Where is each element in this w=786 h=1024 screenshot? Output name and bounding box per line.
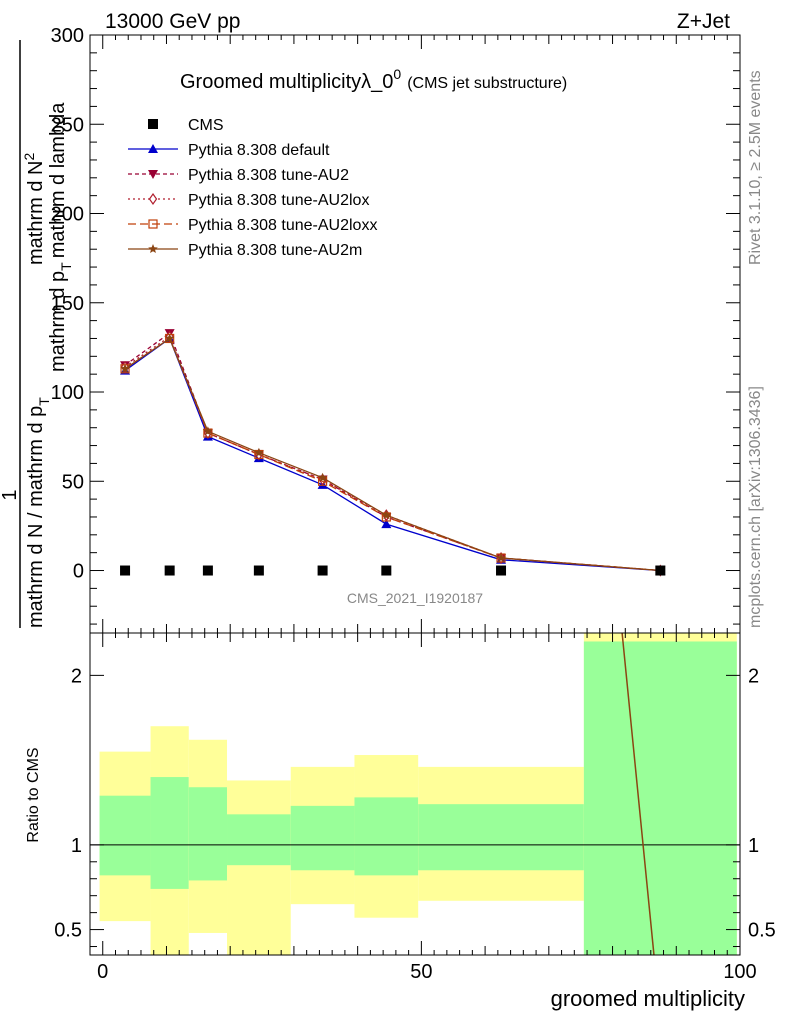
ratio-band-green — [583, 641, 737, 955]
cms-point — [202, 565, 213, 576]
y-label-numerator: mathrm d N2 — [21, 153, 47, 265]
legend-item: CMS — [148, 117, 224, 134]
ratio-band-green — [290, 805, 355, 871]
legend-label: Pythia 8.308 tune-AU2loxx — [188, 217, 377, 234]
cms-point — [381, 565, 392, 576]
marker — [120, 363, 130, 373]
ratio-band-green — [227, 814, 291, 866]
legend-label: Pythia 8.308 tune-AU2lox — [188, 192, 369, 209]
series-line — [124, 335, 661, 572]
analysis-watermark: CMS_2021_I1920187 — [347, 590, 483, 606]
header-right: Z+Jet — [677, 10, 730, 33]
main-panel: 0 50 100 150 200 250 300 CMS_2021_I1920187 — [51, 25, 741, 634]
marker — [496, 553, 506, 563]
x-tick-label: 0 — [97, 961, 108, 983]
ratio-y-tick-label-right: 1 — [748, 835, 759, 857]
x-axis-label: groomed multiplicity — [551, 986, 745, 1011]
ratio-ticks — [90, 633, 741, 955]
ratio-y-label: Ratio to CMS — [25, 747, 42, 842]
series-4 — [120, 333, 666, 575]
y-label-inner: mathrm d pTmathrm d lambda — [47, 102, 74, 372]
main-y-tick-label: 100 — [51, 382, 84, 404]
legend-item: Pythia 8.308 tune-AU2loxx — [128, 217, 377, 234]
main-y-tick-label: 150 — [51, 293, 84, 315]
marker — [148, 219, 158, 229]
ratio-band-green — [188, 787, 228, 881]
cms-point — [120, 565, 131, 576]
svg-text:1: 1 — [0, 489, 21, 500]
main-y-tick-labels: 0 50 100 150 200 250 300 — [51, 25, 84, 583]
cms-point — [253, 565, 264, 576]
header-left: 13000 GeV pp — [105, 10, 240, 33]
ratio-band-yellow — [227, 780, 291, 955]
main-y-tick-label: 50 — [62, 471, 84, 493]
legend-item: Pythia 8.308 tune-AU2 — [128, 167, 349, 184]
cms-data-points — [120, 565, 666, 576]
ratio-y-tick-label: 2 — [71, 665, 82, 687]
main-y-tick-label: 0 — [73, 561, 84, 583]
series-line — [124, 332, 661, 572]
legend-label: CMS — [188, 117, 224, 134]
ratio-series-line — [621, 632, 655, 956]
legend-item: Pythia 8.308 tune-AU2lox — [128, 192, 369, 209]
ratio-y-tick-labels: 0.5 0.5 1 1 2 2 — [54, 665, 776, 941]
ratio-band-green — [354, 797, 419, 876]
marker — [148, 192, 158, 206]
series-2 — [120, 330, 665, 577]
marker — [381, 519, 392, 529]
marker — [203, 426, 213, 436]
marker — [254, 447, 264, 457]
ratio-y-tick-label-right: 0.5 — [748, 920, 776, 942]
legend-label: Pythia 8.308 tune-AU2m — [188, 242, 362, 259]
ratio-y-tick-label-right: 2 — [748, 665, 759, 687]
ratio-frame — [89, 632, 741, 956]
ratio-line — [621, 632, 655, 956]
legend-label: Pythia 8.308 tune-AU2 — [188, 167, 349, 184]
series-line — [124, 337, 661, 572]
series-line — [124, 337, 661, 572]
marker — [164, 333, 175, 343]
y-axis-label: 1 mathrm d N / mathrm d pT mathrm d N2 m… — [0, 40, 74, 628]
marker — [148, 170, 158, 179]
marker — [381, 510, 392, 520]
cms-point — [317, 565, 328, 576]
legend: CMS Pythia 8.308 default Pythia 8.308 tune… — [128, 117, 377, 259]
legend-marker — [148, 119, 158, 129]
ratio-band-green — [418, 804, 584, 871]
ratio-panel: 0.5 0.5 1 1 2 2 Ratio to CMS — [25, 632, 776, 956]
series-0 — [120, 333, 666, 575]
mcplots-label: mcplots.cern.ch [arXiv:1306.3436] — [747, 386, 764, 628]
legend-item: Pythia 8.308 tune-AU2m — [128, 242, 362, 259]
marker — [148, 144, 158, 153]
main-y-tick-label: 200 — [51, 204, 84, 226]
marker — [317, 472, 328, 482]
series-line — [124, 337, 661, 572]
x-tick-labels: 0 50 100 — [97, 961, 757, 983]
ratio-y-tick-label: 0.5 — [54, 920, 82, 942]
y-label-denominator: mathrm d N / mathrm d pT — [25, 397, 52, 628]
main-ticks — [90, 34, 741, 633]
series-layer — [120, 329, 666, 577]
x-tick-label: 50 — [410, 961, 432, 983]
series-1 — [120, 329, 666, 576]
ratio-band-green — [150, 777, 189, 889]
marker — [148, 244, 158, 253]
ratio-y-tick-label: 1 — [71, 835, 82, 857]
cms-point — [496, 565, 507, 576]
x-tick-label: 100 — [723, 961, 756, 983]
main-y-tick-label: 250 — [51, 114, 84, 136]
rivet-label: Rivet 3.1.10, ≥ 2.5M events — [747, 70, 764, 265]
chart-title: Groomed multiplicityλ_00(CMS jet substru… — [180, 66, 567, 93]
cms-point — [655, 565, 666, 576]
ratio-bands — [90, 633, 740, 955]
cms-point — [164, 565, 175, 576]
main-y-tick-label: 300 — [51, 25, 84, 47]
ratio-band-green — [99, 795, 151, 876]
series-3 — [120, 333, 665, 576]
legend-item: Pythia 8.308 default — [128, 142, 330, 159]
legend-label: Pythia 8.308 default — [188, 142, 330, 159]
